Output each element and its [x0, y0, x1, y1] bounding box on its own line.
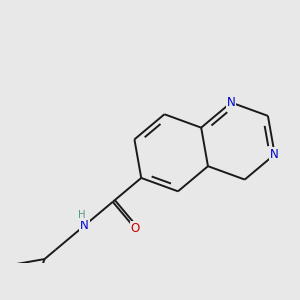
Text: N: N: [80, 219, 89, 232]
Text: N: N: [270, 148, 279, 161]
Text: O: O: [131, 222, 140, 236]
Text: N: N: [227, 96, 236, 109]
Text: H: H: [79, 210, 86, 220]
